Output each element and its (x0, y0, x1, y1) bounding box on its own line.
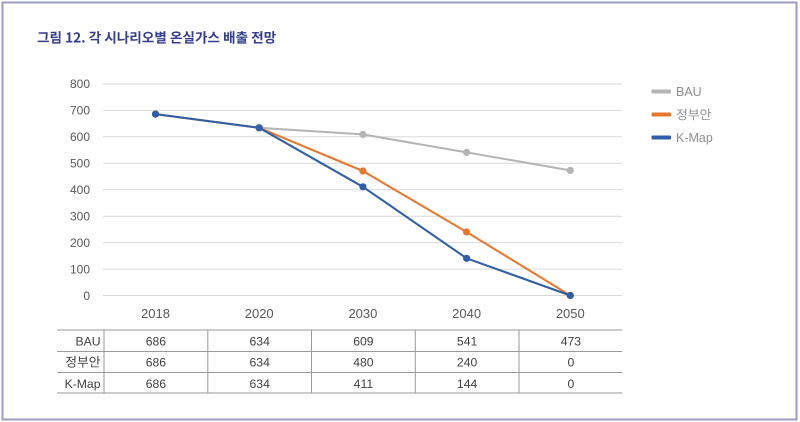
svg-text:0: 0 (568, 356, 575, 370)
svg-text:686: 686 (146, 377, 167, 391)
svg-text:634: 634 (250, 356, 271, 370)
svg-text:480: 480 (353, 356, 374, 370)
svg-text:600: 600 (70, 130, 90, 144)
svg-text:0: 0 (83, 289, 90, 303)
svg-text:500: 500 (70, 157, 90, 171)
svg-text:400: 400 (70, 183, 90, 197)
svg-text:800: 800 (70, 77, 90, 91)
svg-text:300: 300 (70, 210, 90, 224)
svg-text:0: 0 (568, 377, 575, 391)
svg-text:2050: 2050 (556, 306, 585, 321)
svg-text:BAU: BAU (75, 335, 100, 349)
svg-text:200: 200 (70, 236, 90, 250)
svg-text:634: 634 (250, 377, 271, 391)
svg-text:144: 144 (457, 377, 478, 391)
svg-text:K-Map: K-Map (65, 377, 101, 391)
svg-text:686: 686 (146, 335, 167, 349)
svg-text:700: 700 (70, 104, 90, 118)
svg-text:100: 100 (70, 262, 90, 276)
svg-text:541: 541 (457, 335, 478, 349)
svg-text:2018: 2018 (141, 306, 170, 321)
svg-text:473: 473 (561, 335, 582, 349)
svg-text:2030: 2030 (348, 306, 377, 321)
svg-text:K-Map: K-Map (676, 131, 713, 145)
svg-text:634: 634 (250, 335, 271, 349)
svg-text:686: 686 (146, 356, 167, 370)
svg-text:BAU: BAU (676, 85, 702, 99)
svg-text:2020: 2020 (245, 306, 274, 321)
svg-text:240: 240 (457, 356, 478, 370)
svg-text:609: 609 (353, 335, 374, 349)
svg-text:2040: 2040 (452, 306, 481, 321)
svg-text:411: 411 (354, 377, 374, 391)
